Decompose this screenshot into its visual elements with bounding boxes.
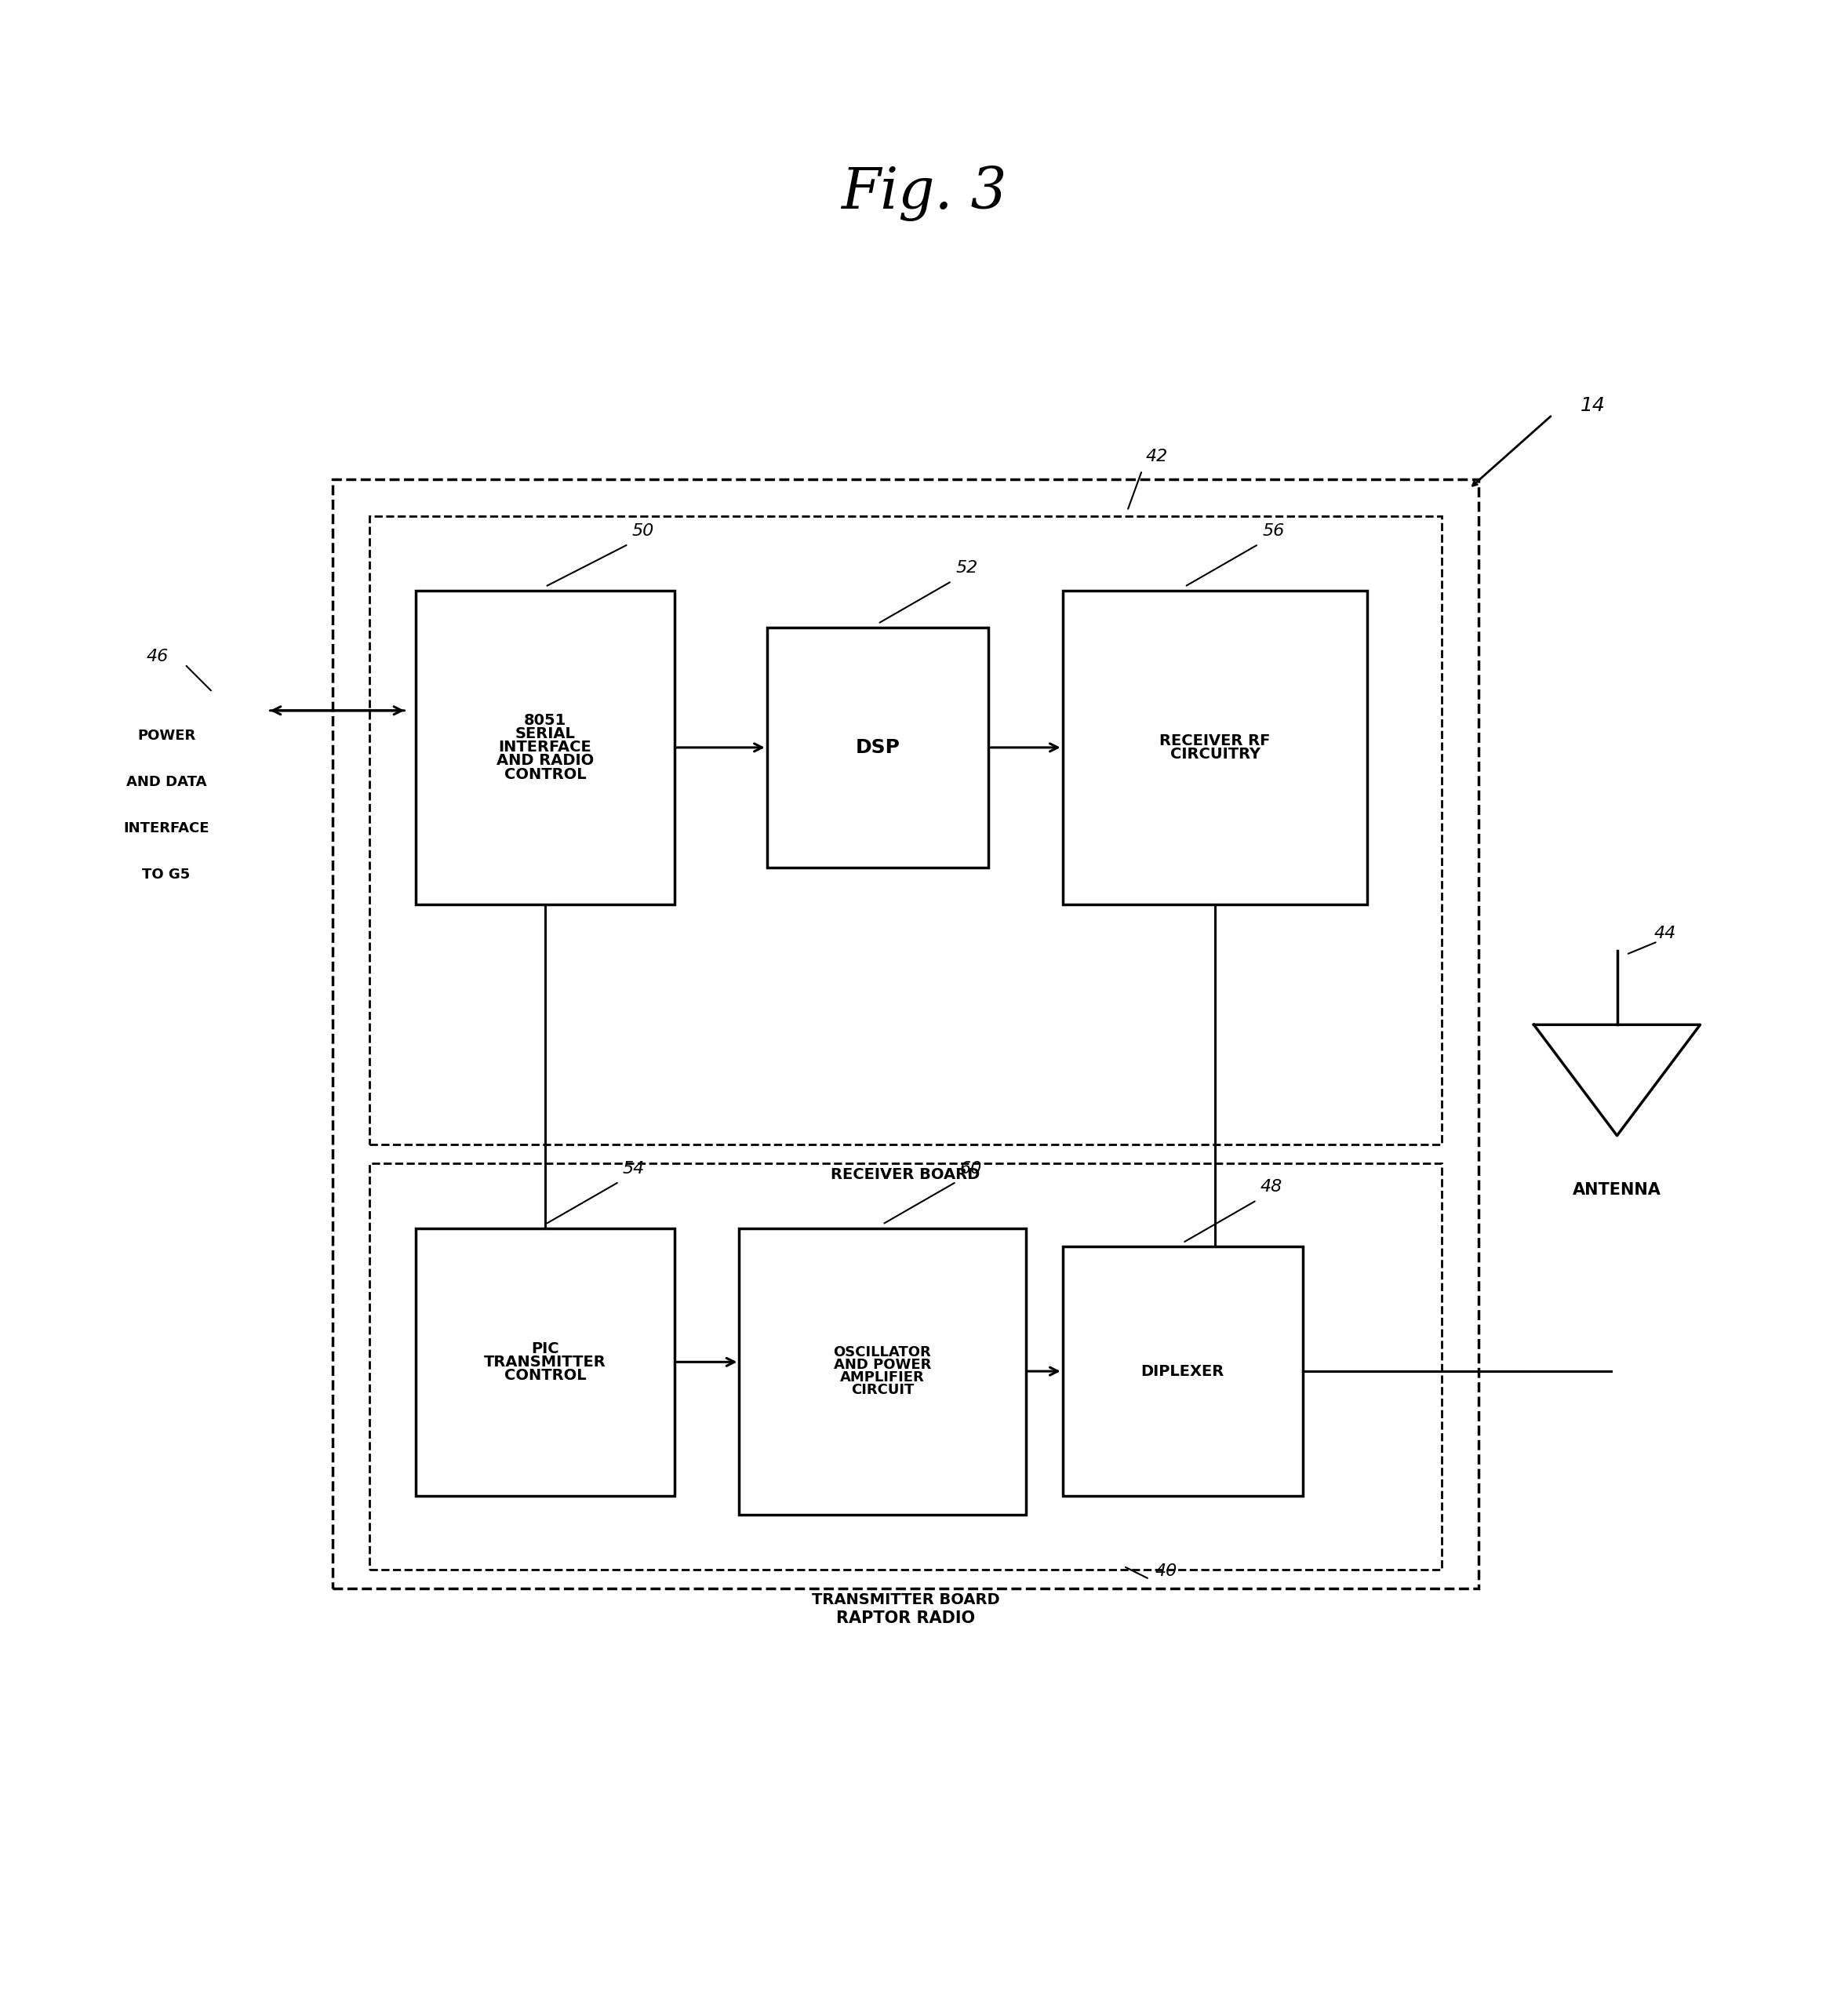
Text: 42: 42 <box>1146 449 1168 465</box>
Text: 8051: 8051 <box>523 714 567 728</box>
Text: RECEIVER BOARD: RECEIVER BOARD <box>832 1166 979 1182</box>
Text: AND RADIO: AND RADIO <box>497 754 593 768</box>
Text: 14: 14 <box>1580 397 1604 415</box>
Text: CIRCUIT: CIRCUIT <box>850 1384 915 1398</box>
FancyBboxPatch shape <box>767 628 989 867</box>
Text: 44: 44 <box>1654 925 1676 941</box>
Text: OSCILLATOR: OSCILLATOR <box>833 1346 931 1360</box>
Text: AND POWER: AND POWER <box>833 1358 931 1372</box>
Text: PIC: PIC <box>530 1342 560 1356</box>
Text: INTERFACE: INTERFACE <box>124 822 209 835</box>
Text: INTERFACE: INTERFACE <box>499 740 591 756</box>
Text: ANTENNA: ANTENNA <box>1573 1182 1661 1198</box>
Text: DSP: DSP <box>856 738 900 758</box>
Text: 56: 56 <box>1262 522 1284 538</box>
Text: TRANSMITTER: TRANSMITTER <box>484 1354 606 1370</box>
FancyBboxPatch shape <box>416 590 675 905</box>
Text: CIRCUITRY: CIRCUITRY <box>1170 746 1260 762</box>
FancyBboxPatch shape <box>739 1228 1026 1515</box>
Text: 52: 52 <box>955 560 978 576</box>
Text: 50: 50 <box>632 522 654 538</box>
Text: POWER: POWER <box>137 730 196 744</box>
Text: CONTROL: CONTROL <box>505 1368 586 1382</box>
Text: RECEIVER RF: RECEIVER RF <box>1159 734 1271 748</box>
Text: CONTROL: CONTROL <box>505 768 586 782</box>
Text: 54: 54 <box>623 1161 645 1176</box>
Text: TRANSMITTER BOARD: TRANSMITTER BOARD <box>811 1591 1000 1607</box>
Text: SERIAL: SERIAL <box>516 726 575 742</box>
Text: TO G5: TO G5 <box>142 867 190 881</box>
Text: AND DATA: AND DATA <box>126 776 207 790</box>
FancyBboxPatch shape <box>1063 590 1368 905</box>
Text: 46: 46 <box>146 648 168 664</box>
Text: DIPLEXER: DIPLEXER <box>1140 1364 1225 1378</box>
Text: 60: 60 <box>961 1161 981 1176</box>
Text: 40: 40 <box>1155 1563 1177 1579</box>
Text: RAPTOR RADIO: RAPTOR RADIO <box>835 1611 976 1627</box>
FancyBboxPatch shape <box>1063 1246 1303 1496</box>
Text: 48: 48 <box>1260 1178 1283 1194</box>
FancyBboxPatch shape <box>416 1228 675 1496</box>
Text: Fig. 3: Fig. 3 <box>841 166 1007 221</box>
Text: AMPLIFIER: AMPLIFIER <box>841 1370 924 1384</box>
